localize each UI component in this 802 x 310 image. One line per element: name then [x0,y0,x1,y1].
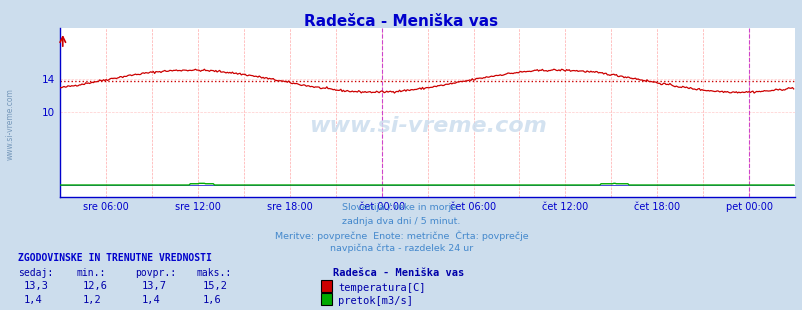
Text: 1,6: 1,6 [203,294,221,304]
Text: 13,7: 13,7 [141,281,166,291]
Text: temperatura[C]: temperatura[C] [338,283,425,293]
Text: www.si-vreme.com: www.si-vreme.com [308,116,546,136]
Text: 12,6: 12,6 [83,281,107,291]
Text: zadnja dva dni / 5 minut.: zadnja dva dni / 5 minut. [342,217,460,226]
Text: 15,2: 15,2 [203,281,228,291]
Text: Slovenija / reke in morje.: Slovenija / reke in morje. [342,203,460,212]
Text: pretok[m3/s]: pretok[m3/s] [338,296,412,306]
Text: 13,3: 13,3 [24,281,49,291]
Text: Meritve: povprečne  Enote: metrične  Črta: povprečje: Meritve: povprečne Enote: metrične Črta:… [274,230,528,241]
Text: ZGODOVINSKE IN TRENUTNE VREDNOSTI: ZGODOVINSKE IN TRENUTNE VREDNOSTI [18,253,211,263]
Text: Radešca - Meniška vas: Radešca - Meniška vas [304,14,498,29]
Text: navpična črta - razdelek 24 ur: navpična črta - razdelek 24 ur [330,243,472,253]
Text: www.si-vreme.com: www.si-vreme.com [6,88,15,160]
Text: povpr.:: povpr.: [135,268,176,278]
Text: 1,2: 1,2 [83,294,101,304]
Text: 1,4: 1,4 [141,294,160,304]
Text: maks.:: maks.: [196,268,232,278]
Text: sedaj:: sedaj: [18,268,53,278]
Text: min.:: min.: [76,268,106,278]
Text: 1,4: 1,4 [24,294,43,304]
Text: Radešca - Meniška vas: Radešca - Meniška vas [333,268,464,278]
